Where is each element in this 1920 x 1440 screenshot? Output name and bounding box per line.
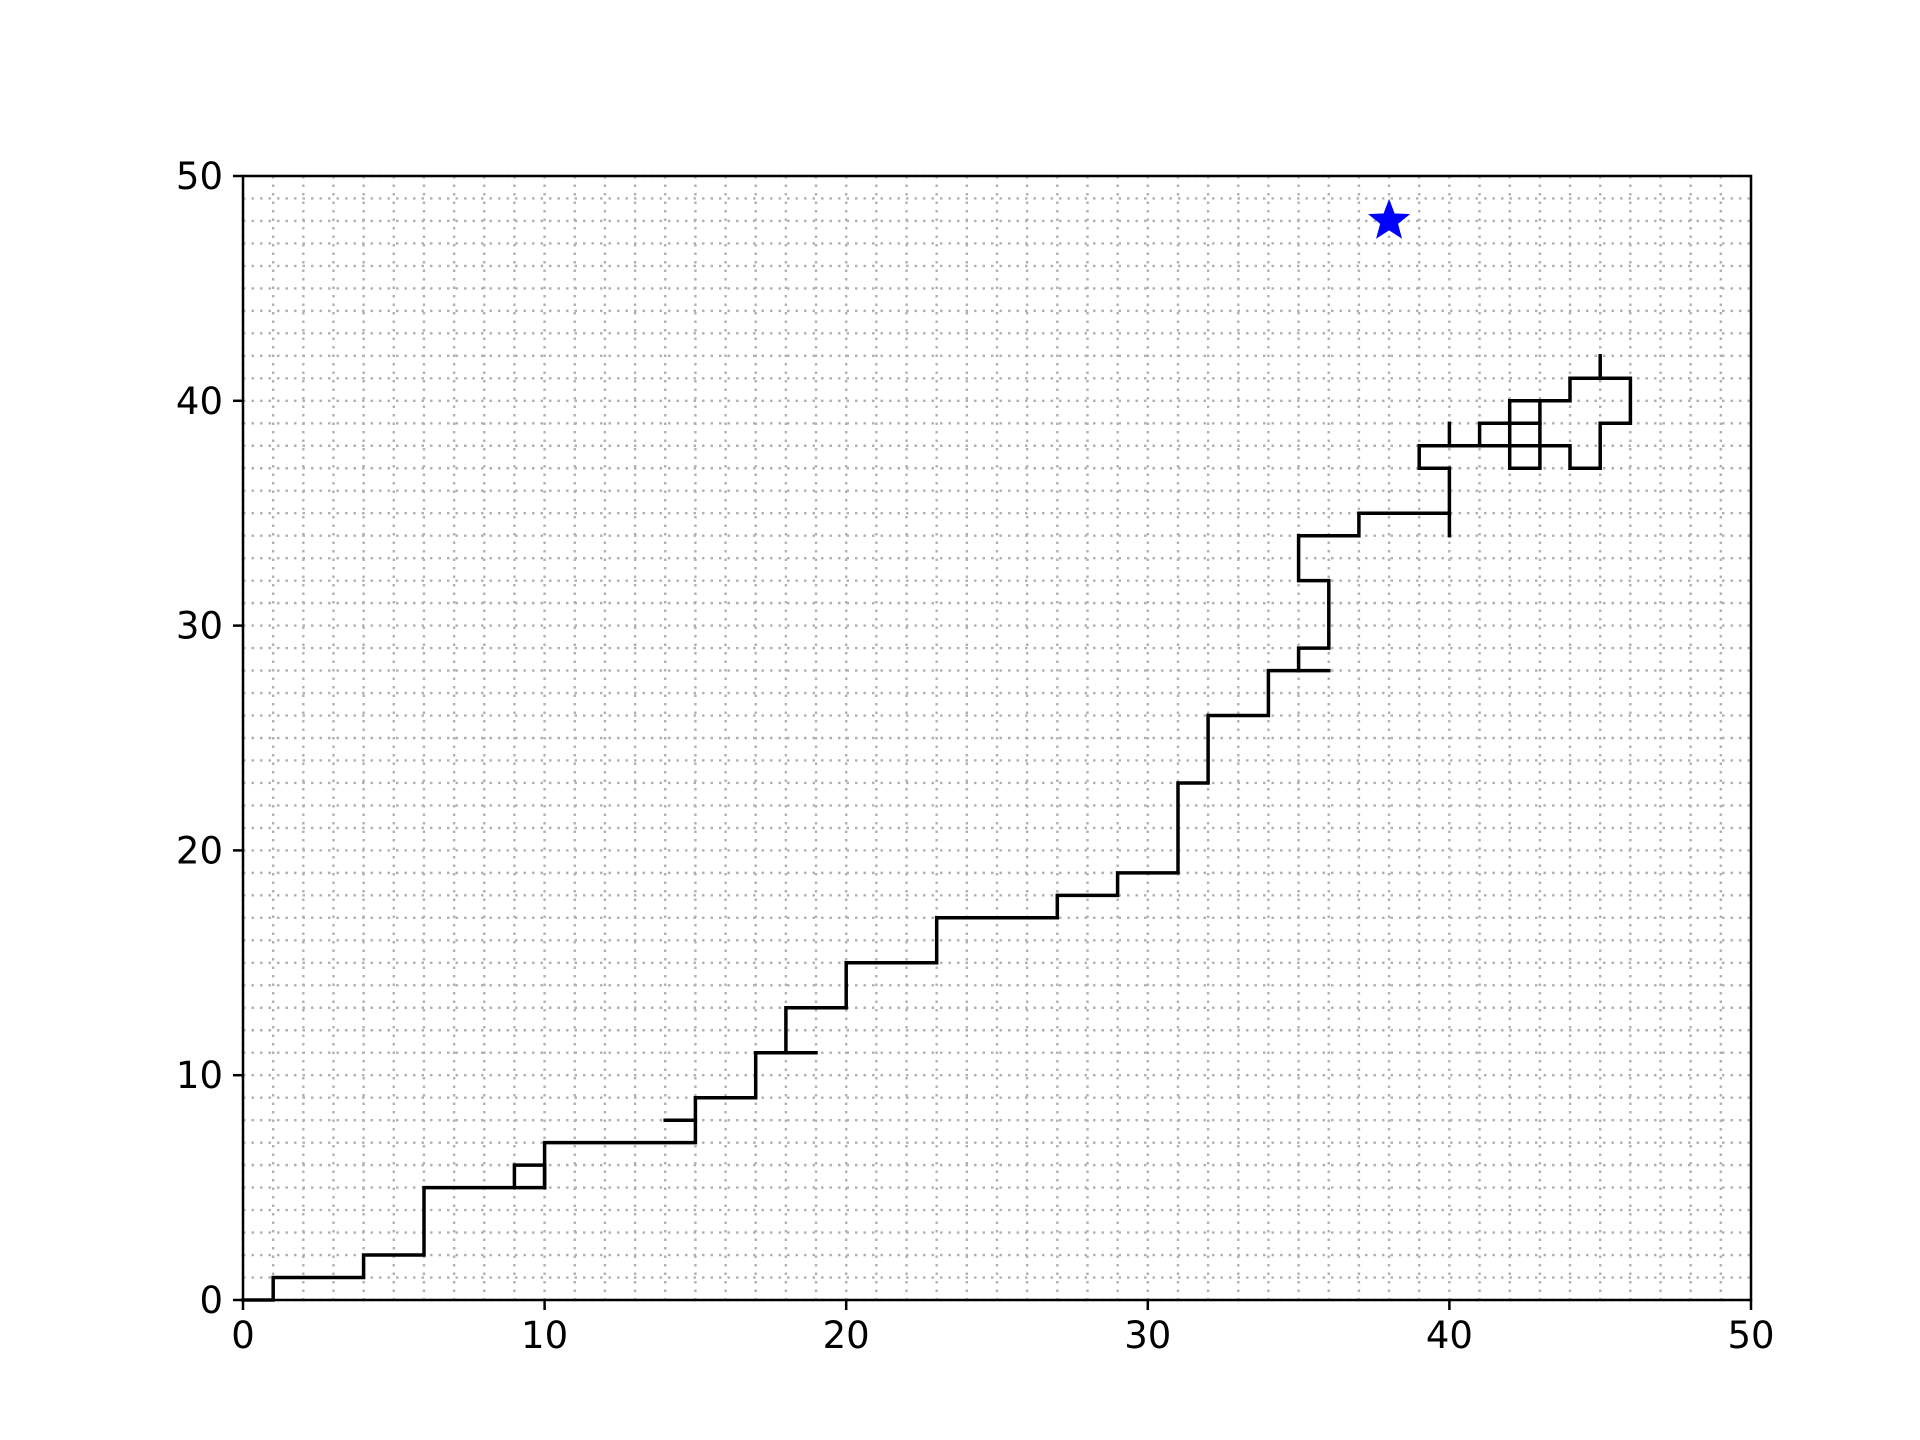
y-tick-label: 10: [176, 1054, 223, 1097]
x-tick-label: 10: [521, 1314, 568, 1357]
path: [241, 354, 1633, 1302]
path-segment: [542, 376, 1633, 1190]
x-tick-label: 50: [1727, 1314, 1774, 1357]
y-tick-label: 0: [199, 1279, 223, 1322]
x-axis: 0 10 20 30 40 50: [231, 1300, 1775, 1357]
y-axis: 0 10 20 30 40 50: [176, 155, 243, 1322]
y-tick-label: 50: [176, 155, 223, 198]
marker-layer: [1368, 198, 1411, 239]
star-marker: [1368, 198, 1411, 239]
x-tick-label: 40: [1426, 1314, 1473, 1357]
y-tick-label: 20: [176, 829, 223, 872]
x-tick-label: 0: [231, 1314, 255, 1357]
grid: [241, 174, 1753, 1302]
y-tick-label: 30: [176, 605, 223, 648]
plot-frame: [241, 174, 1753, 1302]
x-tick-label: 20: [823, 1314, 870, 1357]
path-segment: [1477, 421, 1542, 448]
y-tick-label: 40: [176, 380, 223, 423]
x-tick-label: 30: [1124, 1314, 1171, 1357]
